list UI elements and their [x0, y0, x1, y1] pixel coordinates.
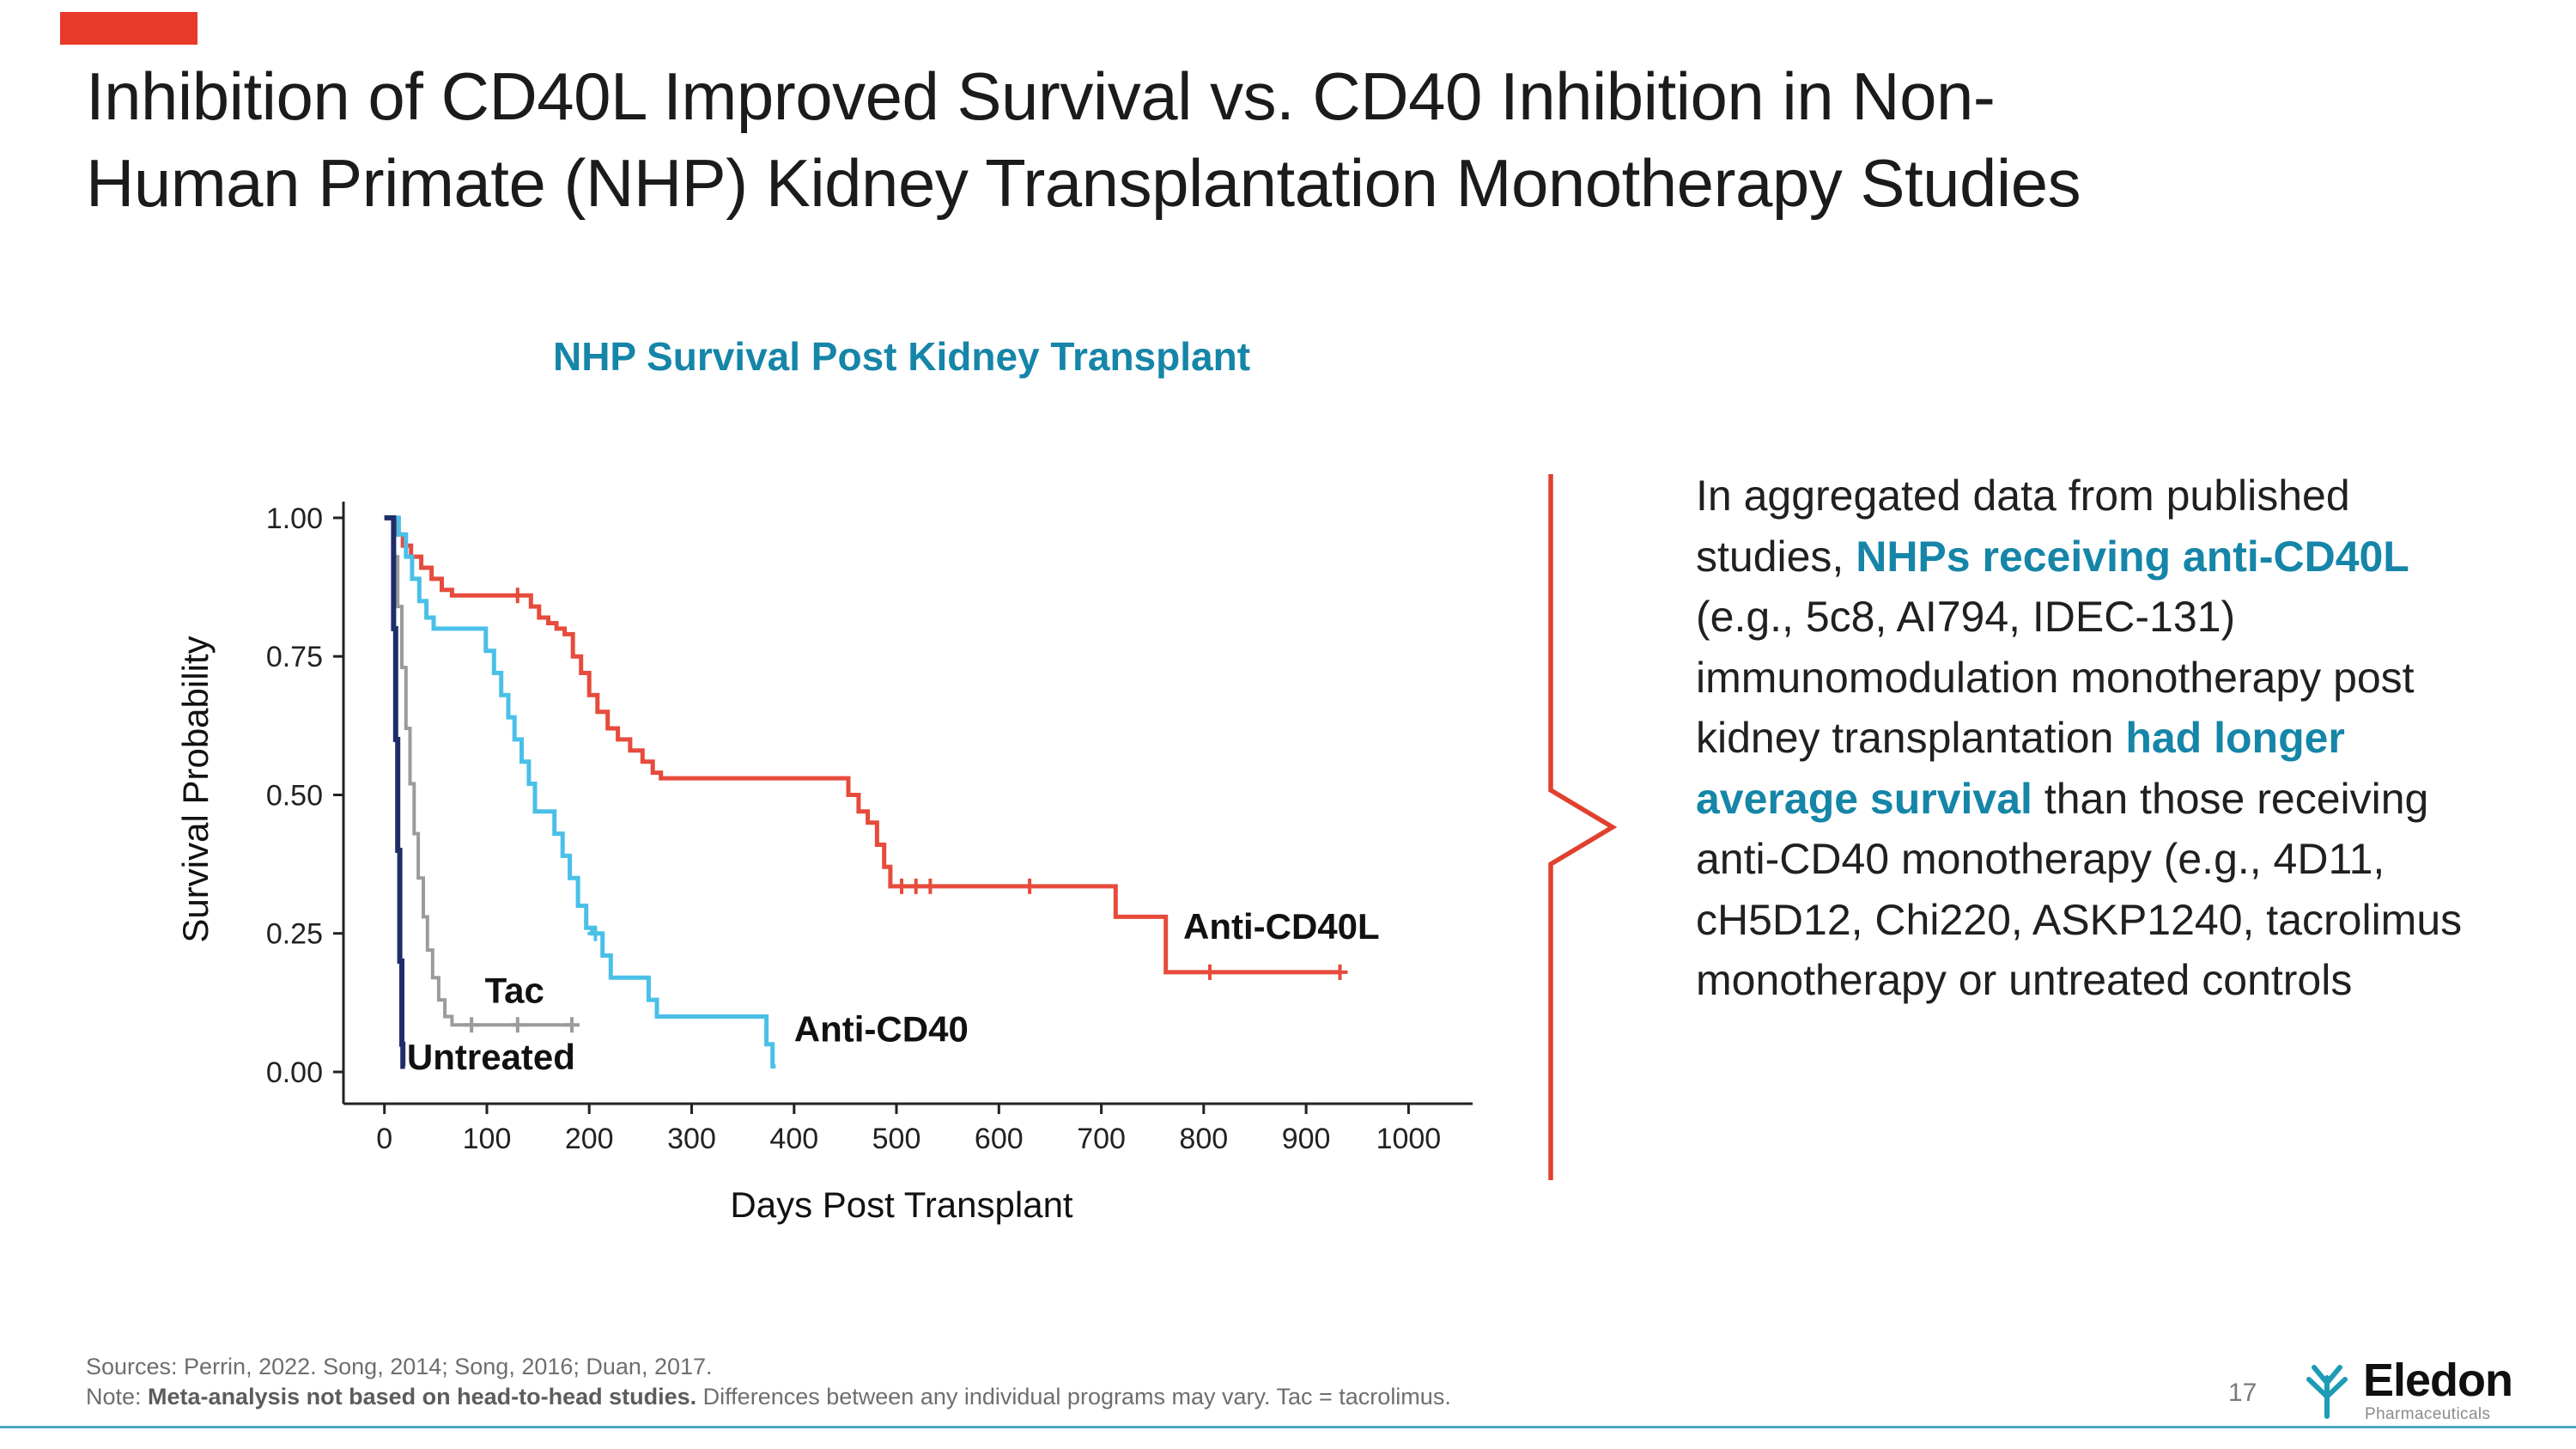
callout-segment: In aggregated data from published studie… — [1696, 472, 2350, 581]
callout-segment: (e.g., 5c8, AI794, IDEC-131) immunomodul… — [1696, 593, 2415, 762]
callout-segment: had longer average survival — [1696, 714, 2345, 823]
y-tick-label: 0.50 — [266, 780, 323, 813]
km-chart-svg: 0.00 0.25 0.50 0.75 1.00 0 100 200 300 400 500 600 7… — [175, 502, 1473, 1225]
footer-sources: Sources: Perrin, 2022. Song, 2014; Song,… — [86, 1354, 713, 1379]
chart-title: NHP Survival Post Kidney Transplant — [552, 334, 1251, 379]
series-anti-cd40 — [384, 515, 776, 1068]
page-number: 17 — [2228, 1379, 2257, 1407]
bracket-icon — [1548, 474, 1618, 1180]
series-untreated — [384, 514, 406, 1069]
callout-segment: than those receiving anti-CD40 monothera… — [1696, 774, 2463, 1005]
series-label-anti-cd40l: Anti-CD40L — [1183, 906, 1380, 947]
x-tick-label: 900 — [1282, 1123, 1331, 1155]
footer-note-rest: Differences between any individual progr… — [696, 1384, 1451, 1409]
series-tac — [384, 515, 574, 1027]
x-tick-label: 700 — [1077, 1123, 1126, 1155]
footer-note-bold: Meta-analysis not based on head-to-head … — [148, 1384, 697, 1409]
eledon-logo: Eledon Pharmaceuticals — [2300, 1355, 2557, 1426]
callout-text: In aggregated data from published studie… — [1696, 466, 2464, 1011]
series-label-anti-cd40: Anti-CD40 — [794, 1009, 969, 1050]
x-tick-label: 500 — [872, 1123, 921, 1155]
x-axis-title: Days Post Transplant — [730, 1184, 1073, 1225]
slide-title: Inhibition of CD40L Improved Survival vs… — [86, 53, 2533, 228]
y-axis-title: Survival Probability — [175, 636, 216, 942]
eledon-logo-subtext: Pharmaceuticals — [2365, 1405, 2491, 1423]
x-tick-label: 200 — [565, 1123, 614, 1155]
x-tick-label: 0 — [376, 1123, 392, 1155]
x-tick-label: 100 — [463, 1123, 512, 1155]
bottom-rule — [0, 1426, 2576, 1428]
x-tick-label: 600 — [975, 1123, 1024, 1155]
y-tick-label: 0.00 — [266, 1056, 323, 1089]
eledon-logo-name: Eledon — [2363, 1355, 2513, 1406]
y-tick-label: 0.25 — [266, 918, 323, 951]
slide-title-line2: Human Primate (NHP) Kidney Transplantati… — [86, 145, 2081, 222]
y-tick-label: 1.00 — [266, 502, 323, 535]
x-tick-label: 300 — [667, 1123, 716, 1155]
eledon-logo-icon — [2306, 1365, 2348, 1419]
footer-note: Note: Meta-analysis not based on head-to… — [86, 1384, 1451, 1410]
callout-bracket — [1546, 471, 1627, 1184]
series-label-untreated: Untreated — [407, 1037, 575, 1077]
series-label-tac: Tac — [485, 970, 544, 1010]
survival-chart: 0.00 0.25 0.50 0.75 1.00 0 100 200 300 400 500 600 7… — [172, 468, 1511, 1258]
x-tick-label: 400 — [769, 1123, 818, 1155]
footer-note-prefix: Note: — [86, 1384, 149, 1409]
y-tick-label: 0.75 — [266, 641, 323, 673]
x-tick-label: 800 — [1179, 1123, 1228, 1155]
series-anti-cd40l — [384, 515, 1342, 975]
x-tick-label: 1000 — [1376, 1123, 1442, 1155]
callout-segment: NHPs receiving anti-CD40L — [1856, 532, 2409, 581]
accent-bar — [60, 12, 197, 45]
slide-title-line1: Inhibition of CD40L Improved Survival vs… — [86, 58, 1996, 134]
